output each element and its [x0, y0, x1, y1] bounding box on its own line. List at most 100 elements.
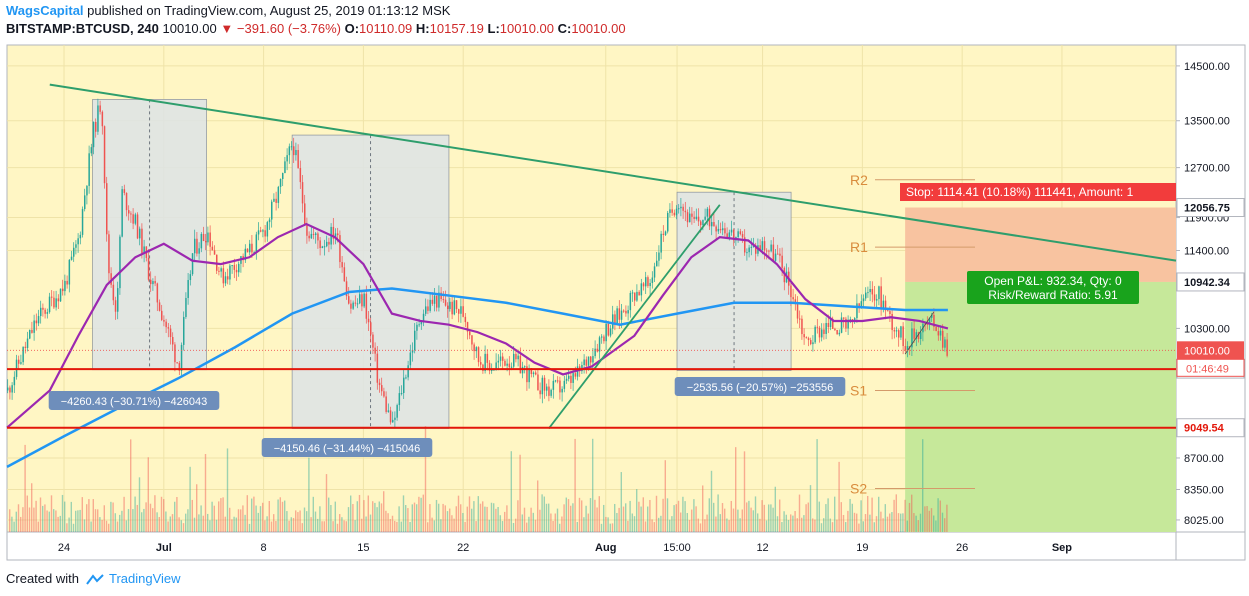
candle-body [231, 265, 233, 267]
volume-bar [350, 495, 352, 532]
candle-body [647, 277, 649, 287]
volume-bar [759, 518, 761, 532]
volume-bar [867, 495, 869, 532]
pnl-label: Open P&L: 932.34, Qty: 0 [984, 274, 1122, 288]
candle-body [26, 338, 29, 348]
candle-body [297, 150, 299, 169]
volume-bar [671, 516, 673, 532]
risk-reward-label: Risk/Reward Ratio: 5.91 [988, 288, 1118, 302]
volume-bar [939, 500, 941, 532]
ma-slow-line [6, 287, 948, 468]
candle-body [750, 246, 753, 248]
candle-body [678, 208, 680, 210]
volume-bar [629, 500, 631, 532]
volume-bar [389, 519, 391, 532]
volume-bar [31, 483, 33, 532]
candle-body [7, 387, 9, 391]
candle-body [370, 322, 372, 335]
volume-bar [453, 518, 455, 532]
candle-body [381, 385, 383, 392]
volume-bar [537, 480, 539, 532]
candle-body [565, 378, 568, 381]
chart-frame [6, 44, 1246, 561]
stop-loss-zone [905, 207, 1176, 282]
candle-body [449, 301, 451, 310]
candle-body [763, 241, 766, 251]
volume-bar [686, 513, 688, 532]
measure-label: −4260.43 (−30.71%) −426043 [61, 396, 208, 408]
candle-body [642, 283, 645, 287]
candle-body [561, 388, 563, 393]
candle-body [189, 274, 192, 281]
volume-bar [614, 503, 616, 532]
axis-price-tag [1176, 198, 1245, 218]
volume-bar [246, 495, 248, 532]
candle-body [486, 353, 489, 363]
candle-body [559, 380, 561, 393]
volume-bar [625, 503, 627, 532]
candle-body [524, 366, 526, 368]
volume-bar [187, 509, 189, 532]
volume-bar [682, 496, 684, 532]
y-tick-label: 11400.00 [1184, 246, 1229, 258]
axis-price-label: 10942.34 [1184, 277, 1231, 289]
candle-body [638, 291, 640, 296]
volume-bar [754, 496, 757, 532]
candle-body [136, 214, 139, 239]
volume-bar [779, 499, 781, 532]
price-chart[interactable]: R2 R1 S1 S2 −4260.43 (−30.71%) −426043 −4150.… [0, 40, 1249, 564]
candle-body [422, 313, 425, 322]
candle-body [737, 231, 739, 238]
volume-bar [825, 504, 827, 532]
candle-body [658, 252, 660, 261]
candle-body [418, 324, 420, 326]
volume-bar [717, 494, 719, 532]
volume-bar [70, 501, 72, 532]
volume-bar [273, 514, 275, 532]
volume-bar [99, 517, 101, 532]
volume-bar [281, 501, 284, 532]
candle-body [84, 195, 86, 210]
volume-bar [816, 439, 818, 532]
candle-body [730, 229, 733, 233]
candle-body [548, 386, 550, 396]
tradingview-link[interactable]: TradingView [108, 571, 181, 586]
candle-body [937, 331, 940, 336]
volume-bar [831, 522, 834, 532]
volume-bar [858, 523, 860, 532]
x-tick-label: Sep [1052, 542, 1072, 554]
volume-bar [405, 505, 407, 532]
volume-bar [88, 499, 90, 532]
volume-bar [805, 504, 807, 532]
volume-bar [862, 521, 864, 532]
volume-bar [301, 523, 303, 532]
volume-bar [715, 516, 717, 532]
volume-bar [719, 514, 721, 532]
volume-bar [552, 520, 554, 532]
volume-bar [578, 497, 581, 532]
author-name[interactable]: WagsCapital [6, 3, 84, 18]
volume-bar [413, 502, 416, 532]
candle-body [816, 326, 819, 328]
volume-bar [286, 511, 288, 532]
candle-body [392, 419, 394, 423]
pivot-label: R2 [850, 172, 868, 188]
candle-body [438, 292, 440, 308]
volume-bar [616, 512, 618, 532]
candle-body [876, 299, 878, 301]
candle-body [172, 336, 174, 345]
volume-bar [108, 523, 110, 532]
candle-body [475, 347, 478, 352]
volume-bar [572, 503, 574, 532]
volume-bar [407, 508, 409, 532]
candle-body [471, 335, 473, 345]
volume-bar [11, 516, 13, 532]
candle-body [570, 375, 572, 383]
volume-bar [926, 506, 928, 532]
volume-bar [882, 518, 884, 532]
volume-bar [33, 507, 35, 532]
candle-body [290, 146, 293, 148]
candle-body [746, 252, 748, 254]
candle-body [895, 330, 898, 332]
candle-body [825, 323, 827, 334]
